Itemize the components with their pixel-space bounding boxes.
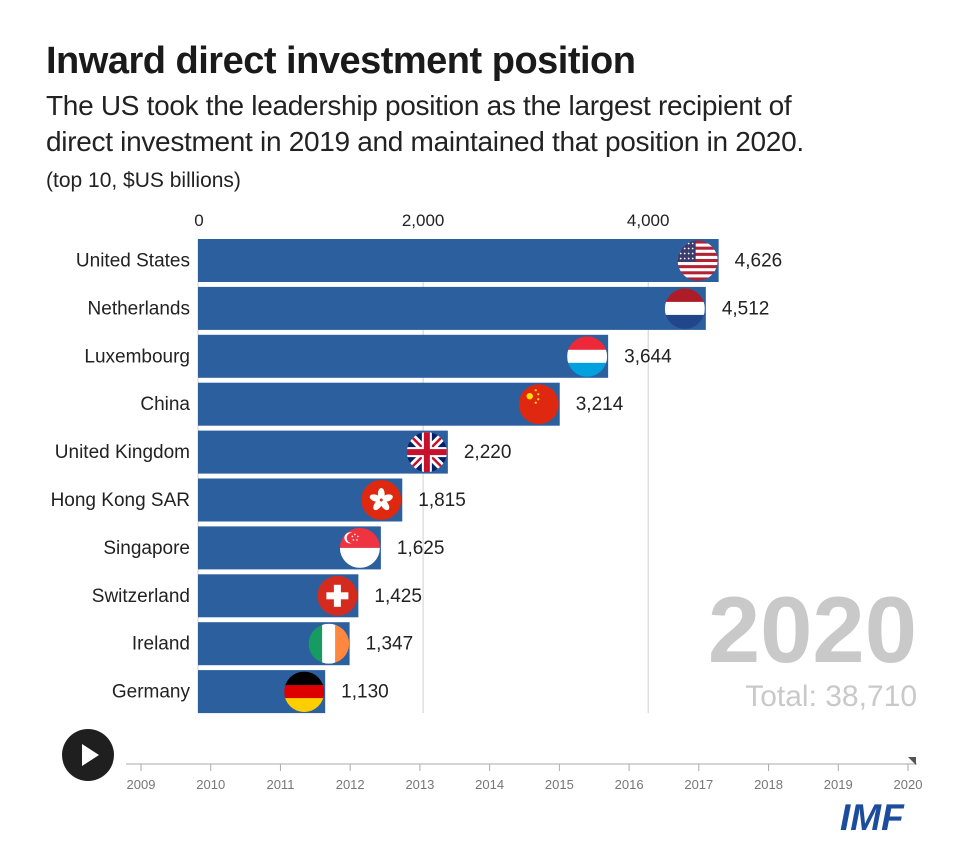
timeline-year-2009[interactable]: 2009: [127, 777, 156, 792]
category-label: Luxembourg: [84, 346, 190, 367]
x-tick-label: 4,000: [627, 211, 670, 230]
category-label: Germany: [112, 682, 191, 703]
germany-flag-icon: [284, 671, 325, 713]
value-label: 3,644: [624, 346, 672, 367]
chart-subtitle-line-2: direct investment in 2019 and maintained…: [46, 126, 804, 157]
bar: [198, 286, 706, 330]
timeline-year-2013[interactable]: 2013: [405, 777, 434, 792]
value-label: 2,220: [464, 442, 512, 463]
china-flag-icon: [518, 384, 559, 425]
x-tick-label: 0: [194, 211, 203, 230]
chart-units: (top 10, $US billions): [46, 169, 241, 192]
x-tick-label: 2,000: [402, 211, 445, 230]
year-display: 2020: [708, 577, 917, 682]
timeline-year-2016[interactable]: 2016: [615, 777, 644, 792]
value-label: 1,425: [374, 586, 422, 607]
timeline-year-2017[interactable]: 2017: [684, 777, 713, 792]
bar: [198, 382, 560, 426]
category-label: Netherlands: [88, 298, 190, 319]
timeline-year-2014[interactable]: 2014: [475, 777, 504, 792]
value-label: 4,626: [735, 251, 783, 272]
category-label: Singapore: [103, 538, 190, 559]
timeline-year-2012[interactable]: 2012: [336, 777, 365, 792]
singapore-flag-icon: [339, 527, 380, 568]
play-button[interactable]: [62, 729, 114, 781]
value-label: 1,815: [418, 490, 466, 511]
timeline-year-2020[interactable]: 2020: [894, 777, 923, 792]
timeline-year-2011[interactable]: 2011: [266, 777, 294, 792]
timeline-slider-handle[interactable]: [908, 757, 916, 765]
value-label: 3,214: [576, 394, 624, 415]
luxembourg-flag-icon: [567, 336, 608, 377]
chart-subtitle-line-1: The US took the leadership position as t…: [46, 90, 792, 121]
bar: [198, 334, 609, 378]
switzerland-flag-icon: [317, 575, 358, 616]
timeline-year-2019[interactable]: 2019: [824, 777, 853, 792]
value-label: 4,512: [722, 298, 770, 319]
total-display: Total: 38,710: [745, 680, 917, 713]
category-label: United Kingdom: [55, 442, 190, 463]
chart-title: Inward direct investment position: [46, 40, 636, 82]
value-label: 1,347: [366, 634, 414, 655]
netherlands-flag-icon: [664, 288, 705, 329]
play-icon: [82, 744, 99, 766]
category-label: China: [140, 394, 190, 415]
bar: [198, 239, 719, 282]
imf-logo: IMF: [840, 797, 904, 838]
ireland-flag-icon: [308, 623, 350, 664]
bar: [198, 430, 448, 474]
hong-kong-flag-icon: [361, 480, 402, 520]
timeline-year-2018[interactable]: 2018: [754, 777, 783, 792]
category-label: Switzerland: [92, 586, 190, 607]
uk-flag-icon: [406, 432, 447, 473]
value-label: 1,625: [397, 538, 445, 559]
category-label: United States: [76, 251, 190, 272]
us-flag-icon: [677, 240, 718, 281]
value-label: 1,130: [341, 682, 389, 703]
category-label: Ireland: [132, 634, 190, 655]
timeline-year-2010[interactable]: 2010: [196, 777, 225, 792]
timeline-year-2015[interactable]: 2015: [545, 777, 574, 792]
category-label: Hong Kong SAR: [51, 490, 190, 511]
